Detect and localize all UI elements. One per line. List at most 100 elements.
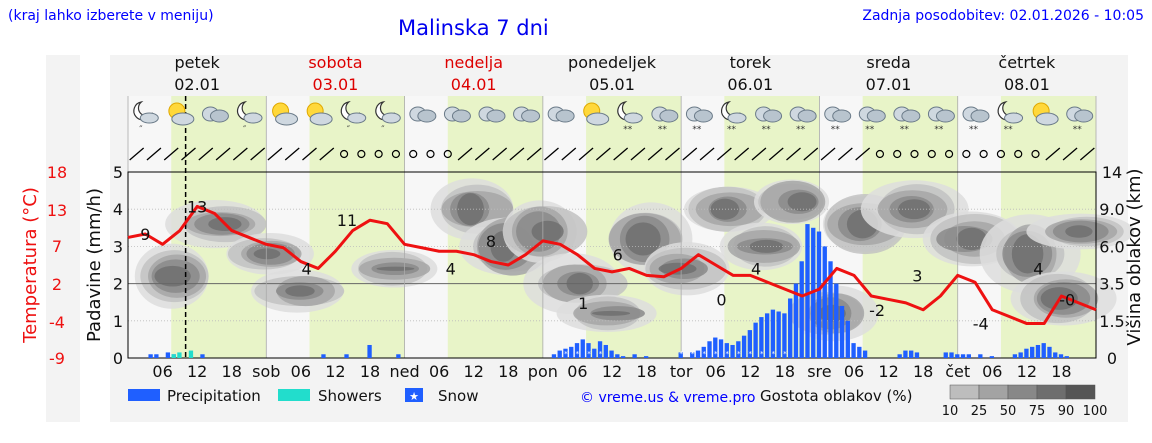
x-tick-label: 18 (913, 362, 933, 381)
calm-wind-icon (875, 149, 885, 159)
precipitation-bar (620, 356, 626, 358)
temperature-label: 4 (446, 259, 456, 278)
snow-flakes: ** (1073, 125, 1083, 135)
x-tick-label: 18 (636, 362, 656, 381)
calm-wind-icon (426, 149, 435, 159)
precipitation-bar (851, 343, 856, 358)
wind-barb-icon (544, 147, 559, 161)
cloud-height-tick: 9.0 (1099, 200, 1124, 219)
x-tick-label: 12 (878, 362, 898, 381)
cloud-shape (901, 109, 921, 123)
cloud-height-axis-title: Višina oblakov (km) (1124, 168, 1145, 345)
x-tick-label: 18 (1051, 362, 1071, 381)
temperature-tick: 18 (47, 163, 67, 182)
precipitation-bar (713, 337, 718, 358)
calm-wind-icon (979, 149, 988, 159)
precipitation-bar (165, 352, 171, 358)
precipitation-bar (1018, 352, 1023, 358)
wind-barb-icon (630, 147, 646, 161)
sun-cloud-icon (168, 102, 195, 126)
snow-flakes: ** (692, 125, 702, 135)
precipitation-bar (707, 341, 712, 358)
cloud-density-patch (749, 239, 784, 253)
cloud-snow-icon: ** (858, 106, 886, 135)
cloud-density-patch (154, 265, 191, 287)
wind-barb-icon (1045, 147, 1061, 161)
precipitation-bar (551, 354, 557, 358)
wind-barb-icon (786, 147, 801, 161)
calm-wind-icon (339, 149, 349, 159)
temperature-axis-panel (46, 55, 80, 422)
wind-barb-icon (734, 147, 750, 161)
wind-barb-icon (284, 147, 300, 161)
cloud-shape (935, 109, 955, 123)
calm-wind-icon (996, 149, 1006, 159)
moon-cloud-rain-icon: ″ (340, 101, 367, 135)
cloud-density-level: 90 (1058, 404, 1075, 419)
snow-mark: * (783, 350, 787, 358)
precipitation-tick: 5 (113, 163, 123, 182)
moon-cloud-snow-icon: ** (617, 101, 643, 135)
cloud-icon (513, 106, 541, 123)
cloud-shape (970, 109, 990, 123)
wind-barb-icon (578, 147, 594, 161)
snow-flakes: ** (934, 125, 944, 135)
cloud-shape (623, 112, 643, 124)
cloud-icon (478, 106, 506, 123)
precipitation-bar (1035, 344, 1041, 358)
cloud-shape (797, 109, 817, 123)
day-date: 03.01 (313, 75, 359, 94)
wind-barb-icon (647, 147, 663, 161)
calm-wind-icon (1031, 149, 1040, 159)
temperature-tick: 7 (52, 237, 62, 256)
cloud-shape (521, 109, 541, 123)
cloud-snow-icon: ** (893, 106, 921, 135)
x-tick-label: 06 (291, 362, 311, 381)
precipitation-bar (609, 350, 614, 358)
calm-wind-icon (962, 149, 971, 159)
precipitation-bar (805, 224, 810, 358)
day-date: 08.01 (1004, 75, 1050, 94)
region-menu-hint[interactable]: (kraj lahko izberete v meniju) (8, 8, 214, 24)
cloud-icon (409, 106, 437, 123)
moon-cloud-rain-icon: ″ (375, 101, 401, 135)
precipitation-bar (344, 354, 349, 358)
wind-barb-icon (492, 147, 508, 161)
precipitation-bar (943, 352, 948, 358)
showers-bar (188, 350, 194, 358)
precipitation-bar (862, 350, 868, 358)
precipitation-tick: 0 (113, 349, 123, 368)
precipitation-bar (148, 354, 153, 358)
rain-drops: ″ (381, 125, 385, 135)
rain-drops: ″ (139, 125, 143, 135)
precipitation-bar (753, 322, 758, 358)
cloud-density-patch (1065, 225, 1093, 238)
temperature-label: 3 (912, 266, 922, 285)
cloud-shape (1074, 109, 1094, 123)
day-date: 06.01 (727, 75, 773, 94)
sun-cloud-icon (306, 102, 333, 126)
wind-barb-icon (129, 147, 145, 161)
precipitation-bar (569, 346, 574, 358)
x-tick-label: 06 (567, 362, 587, 381)
cloud-shape (659, 109, 679, 123)
cloud-shape (1035, 112, 1059, 126)
cloud-snow-icon: ** (685, 106, 713, 135)
cloud-shape (486, 109, 506, 123)
cloud-snow-icon: ** (1066, 106, 1094, 135)
cloud-shape (347, 112, 367, 124)
precipitation-bar (586, 343, 591, 358)
wind-barb-icon (457, 147, 473, 161)
cloud-shape (139, 112, 159, 124)
temperature-label: 0 (716, 290, 726, 309)
wind-barb-icon (613, 147, 629, 161)
moon-cloud-rain-icon: ″ (133, 101, 159, 135)
temperature-tick: 2 (52, 275, 62, 294)
x-tick-label: 12 (187, 362, 207, 381)
x-tick-label: ned (390, 362, 420, 381)
wind-barb-icon (250, 147, 266, 161)
temperature-line (127, 204, 1097, 326)
cloud-shape (763, 109, 783, 123)
rain-drops: ″ (243, 125, 247, 135)
